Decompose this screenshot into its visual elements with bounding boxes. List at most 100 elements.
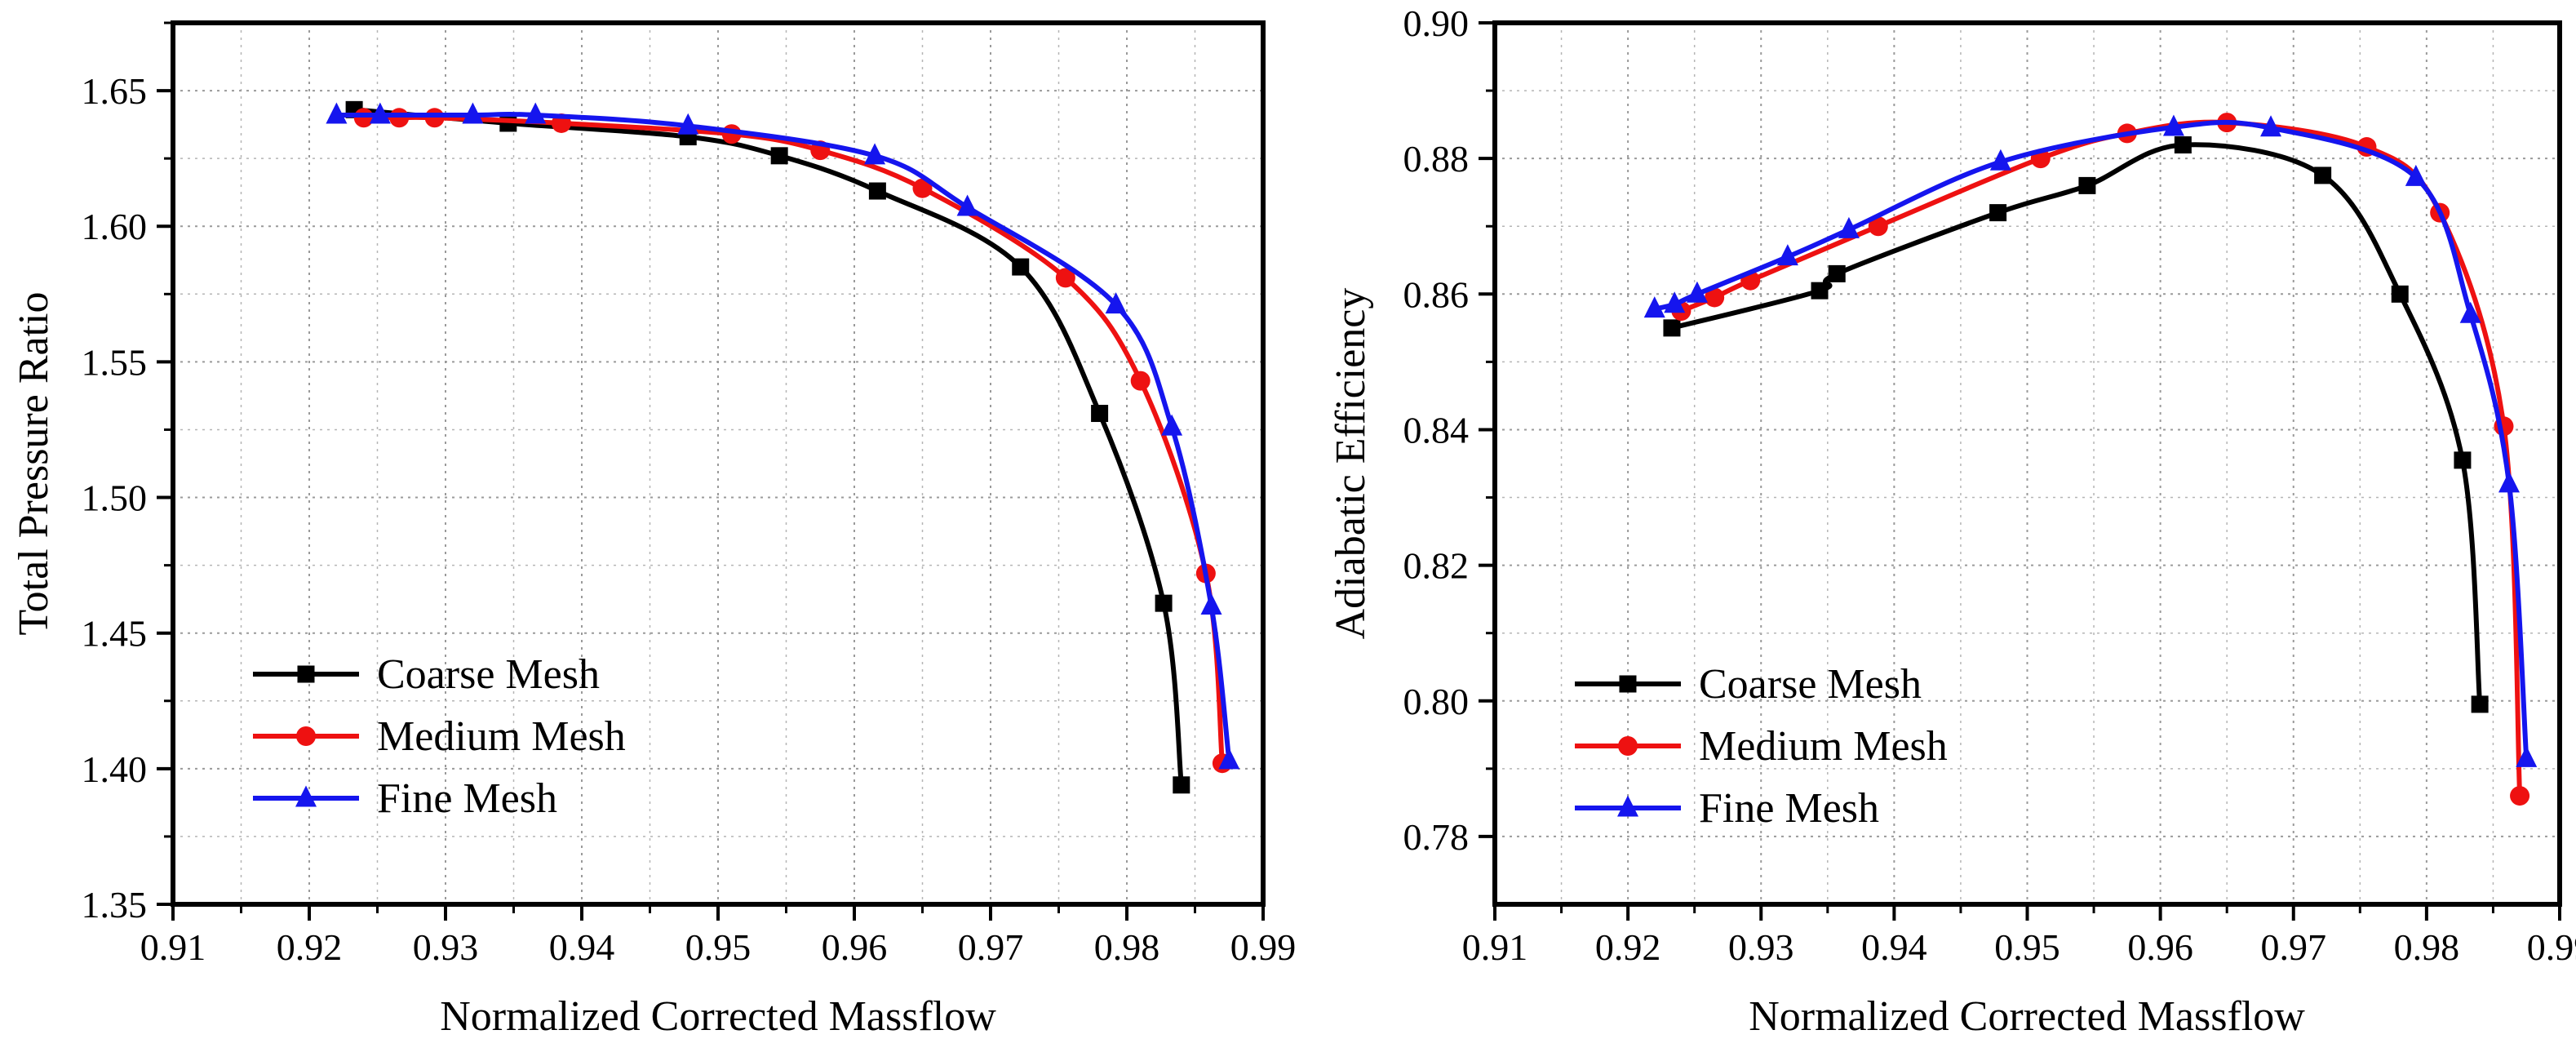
x-tick-label: 0.96 [2127,926,2193,968]
data-point [2405,164,2427,186]
data-point [1155,594,1173,612]
plot-frame [171,20,1266,907]
x-axis-title: Normalized Corrected Massflow [1749,993,2305,1040]
plot-frame [1492,20,2562,907]
data-point [2498,471,2521,493]
data-point [912,178,933,198]
y-tick-label: 1.35 [82,884,148,926]
axis-ticks: 0.91 0.92 0.93 0.94 0.95 0.96 0.97 0.98 0.99 1.35… [82,21,1297,968]
data-point [1091,405,1109,423]
legend: Coarse Mesh Medium Mesh Fine Mesh [253,651,626,822]
data-point [353,108,374,128]
data-point [1838,216,1860,238]
data-point [1664,291,1686,313]
y-tick-label: 1.60 [82,206,148,247]
y-tick-label: 1.45 [82,613,148,655]
y-tick-label: 0.88 [1403,138,1470,180]
data-point [2078,176,2096,194]
x-tick-label: 0.93 [413,926,479,968]
legend-label: Fine Mesh [1699,785,1879,832]
series-line [1652,119,2529,761]
data-point [2260,115,2282,137]
x-tick-label: 0.95 [1994,926,2060,968]
x-tick-label: 0.99 [2527,926,2576,968]
data-point [1989,204,2007,222]
legend-label: Fine Mesh [377,775,557,822]
series-coarse-mesh [1663,136,2489,713]
legend-label: Coarse Mesh [1699,661,1922,708]
data-point [1989,149,2011,171]
data-point [2391,285,2409,303]
legend-label: Medium Mesh [1699,723,1948,770]
data-point [864,143,886,165]
y-tick-label: 0.82 [1403,545,1470,587]
data-point [2516,745,2538,767]
series-line [1669,142,2483,707]
data-point [1776,244,1798,266]
x-tick-label: 0.97 [2261,926,2327,968]
x-tick-label: 0.92 [1595,926,1661,968]
data-point [956,194,978,216]
data-point [1868,216,1888,237]
data-point [1643,296,1665,318]
data-point [1012,258,1030,276]
y-tick-label: 0.78 [1403,816,1470,858]
data-point [1105,292,1127,314]
data-point [1055,268,1075,288]
legend-marker [296,726,316,746]
x-tick-label: 0.93 [1728,926,1794,968]
x-tick-label: 0.99 [1230,926,1297,968]
series-line [334,112,1232,763]
data-point [1173,776,1190,794]
legend-item: Coarse Mesh [1575,661,1922,708]
data-point [424,108,445,128]
series-line [361,114,1225,766]
data-point [2174,136,2192,154]
y-axis-title: Total Pressure Ratio [11,292,57,636]
data-point [1663,319,1681,337]
y-tick-label: 0.86 [1403,273,1470,315]
data-point [2454,451,2472,469]
y-tick-label: 1.55 [82,341,148,383]
data-point [525,102,547,124]
legend-label: Medium Mesh [377,713,626,760]
y-tick-label: 1.40 [82,748,148,790]
data-point [326,102,348,124]
x-tick-label: 0.97 [958,926,1024,968]
y-tick-label: 0.90 [1403,2,1470,44]
data-point [1686,281,1708,303]
x-tick-label: 0.94 [1861,926,1927,968]
legend: Coarse Mesh Medium Mesh Fine Mesh [1575,661,1948,832]
legend-marker [1618,736,1638,756]
data-point [1705,287,1725,308]
grid-lines [173,22,1263,904]
data-point [677,113,699,135]
data-point [389,108,410,128]
axis-ticks: 0.91 0.92 0.93 0.94 0.95 0.96 0.97 0.98 0.99 0.78… [1403,2,2576,968]
legend-marker [1617,795,1638,817]
legend-item: Coarse Mesh [253,651,600,698]
legend-item: Medium Mesh [253,713,626,760]
data-point [2314,166,2332,184]
y-axis-title: Adiabatic Efficiency [1328,288,1374,640]
series-fine-mesh [326,102,1240,770]
data-point [1218,748,1240,770]
x-tick-label: 0.96 [822,926,888,968]
legend-marker [1619,675,1637,693]
legend-item: Medium Mesh [1575,723,1948,770]
y-tick-label: 1.65 [82,70,148,112]
grid-lines [1495,23,2560,904]
x-tick-label: 0.98 [1094,926,1160,968]
data-point [462,102,484,124]
y-tick-label: 0.84 [1403,409,1470,451]
legend-item: Fine Mesh [1575,785,1879,832]
data-point [1130,371,1151,391]
x-tick-label: 0.95 [685,926,752,968]
data-point [1811,282,1829,300]
data-point [2510,786,2530,806]
y-tick-label: 1.50 [82,477,148,519]
legend-item: Fine Mesh [253,775,557,822]
legend-label: Coarse Mesh [377,651,600,698]
efficiency-chart: 0.91 0.92 0.93 0.94 0.95 0.96 0.97 0.98 0.99 0.78… [1328,2,2576,1040]
